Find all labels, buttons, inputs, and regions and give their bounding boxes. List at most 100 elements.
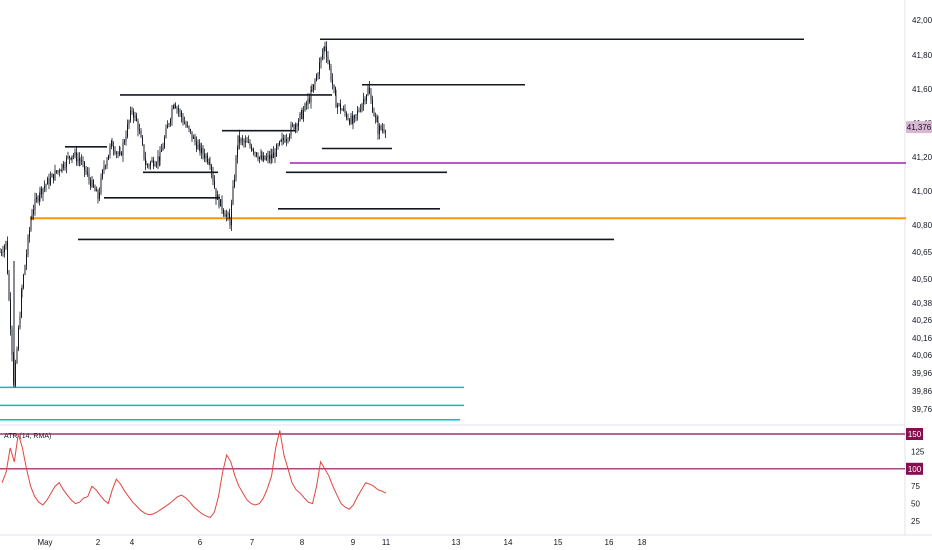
candle-body <box>70 158 72 160</box>
candle-body <box>239 135 240 143</box>
candle-body <box>281 138 283 141</box>
candle-body <box>277 144 279 146</box>
candle-body <box>16 348 18 363</box>
candle-body <box>379 125 380 134</box>
candle-body <box>145 164 147 166</box>
candle-body <box>159 151 161 161</box>
candle-body <box>36 197 37 199</box>
candle-body <box>287 138 289 140</box>
candle-body <box>8 273 10 300</box>
candle-body <box>85 170 87 173</box>
candle-body <box>139 130 140 132</box>
atr-threshold-lines: 150 100 <box>0 428 923 475</box>
candle-body <box>133 111 134 118</box>
price-tick-label: 42,000 <box>912 16 932 25</box>
candle-body <box>178 108 179 111</box>
candle-body <box>114 149 116 154</box>
candle-body <box>57 170 59 173</box>
candle-body <box>286 139 287 142</box>
candle-body <box>145 158 146 165</box>
candle-body <box>327 56 329 62</box>
candle-body <box>218 195 220 207</box>
candle-body <box>18 327 19 349</box>
candle-body <box>161 150 162 152</box>
candle-body <box>173 107 174 109</box>
candle-body <box>67 156 69 158</box>
candle-body <box>355 114 357 116</box>
candle-body <box>375 115 376 118</box>
candle-body <box>274 152 276 157</box>
candle-body <box>224 213 226 217</box>
candle-body <box>76 152 77 162</box>
candle-body <box>176 108 178 109</box>
candle-body <box>237 147 238 158</box>
candle-body <box>79 158 80 161</box>
candle-body <box>264 155 266 160</box>
candle-body <box>223 209 224 214</box>
candle-body <box>207 155 208 163</box>
candle-body <box>366 94 367 101</box>
candle-body <box>314 80 316 85</box>
candle-body <box>2 252 4 253</box>
candle-body <box>284 139 286 142</box>
candle-body <box>204 154 205 159</box>
candle-body <box>33 209 34 215</box>
price-axis[interactable]: 42,00041,80041,60041,40041,20041,00040,8… <box>912 16 932 414</box>
candle-body <box>39 195 40 201</box>
candle-body <box>259 156 260 160</box>
candle-body <box>280 140 282 142</box>
candle-body <box>91 180 93 187</box>
candle-body <box>134 115 136 118</box>
candle-body <box>34 198 36 210</box>
candle-body <box>24 265 26 275</box>
candle-body <box>271 154 273 159</box>
candle-body <box>84 161 85 171</box>
candle-body <box>42 188 44 195</box>
candle-body <box>64 166 66 168</box>
candle-body <box>311 90 313 92</box>
candle-body <box>293 124 295 130</box>
candle-body <box>31 214 33 220</box>
candle-body <box>292 124 293 126</box>
candle-body <box>63 164 64 168</box>
atr-line <box>1 430 387 519</box>
atr-axis[interactable]: 125 75 50 25 <box>911 447 925 526</box>
price-levels-layer <box>0 38 906 421</box>
candle-body <box>142 137 143 145</box>
candle-body <box>251 146 252 151</box>
candle-body <box>188 126 190 130</box>
indicator-label[interactable]: ATR (14, RMA) <box>4 433 51 440</box>
candle-body <box>317 74 319 76</box>
candle-body <box>202 147 204 155</box>
candle-body <box>87 172 88 174</box>
atr-pane[interactable] <box>0 425 905 535</box>
candle-body <box>127 124 128 137</box>
candle-body <box>173 104 175 108</box>
candle-body <box>175 104 176 109</box>
candle-body <box>299 113 301 121</box>
candle-body <box>30 219 32 230</box>
candle-body <box>147 164 148 166</box>
time-tick-label: May <box>37 538 52 547</box>
candle-body <box>295 124 296 130</box>
candle-body <box>319 62 320 75</box>
atr-tick-label: 25 <box>911 517 920 526</box>
candle-body <box>66 157 67 167</box>
time-axis[interactable]: May 2 4 6 7 8 9 11 13 14 15 16 18 <box>37 538 647 547</box>
time-tick-label: 7 <box>250 538 255 547</box>
candle-body <box>193 136 194 139</box>
candle-body <box>320 57 322 63</box>
last-price-label: 41,376 <box>907 123 932 132</box>
candle-body <box>296 124 298 127</box>
price-pane[interactable] <box>0 0 905 425</box>
candle-body <box>184 122 185 124</box>
candle-body <box>212 171 214 181</box>
candle-body <box>11 328 13 355</box>
candle-body <box>100 177 102 193</box>
price-tick-label: 40,160 <box>912 334 932 343</box>
candle-body <box>383 129 385 132</box>
candle-body <box>226 214 227 217</box>
candle-body <box>248 142 249 143</box>
candle-body <box>254 152 256 154</box>
